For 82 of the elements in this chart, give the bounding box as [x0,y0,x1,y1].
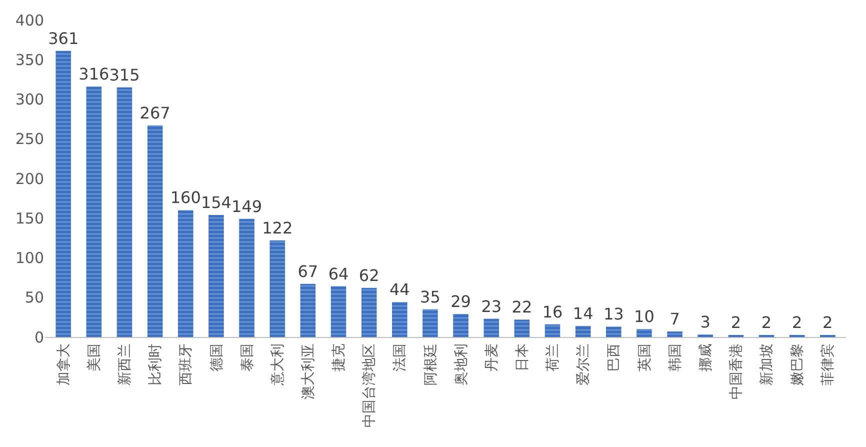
data-label: 13 [603,304,624,324]
bar [636,329,652,337]
data-label: 2 [730,313,742,332]
data-label: 3 [700,312,710,332]
bar [147,125,163,337]
data-label: 2 [792,313,802,332]
data-label: 154 [200,192,232,212]
x-tick-label: 比利时 [148,344,164,386]
x-tick-label: 泰国 [239,344,256,372]
data-label: 149 [232,196,262,216]
y-tick-label: 250 [15,130,44,148]
x-tick-label: 澳大利亚 [300,344,316,400]
y-tick-label: 100 [15,249,44,267]
bar [116,87,132,337]
data-label: 7 [670,309,680,328]
data-label: 10 [634,307,654,326]
x-tick-label: 荷兰 [545,344,562,372]
bar [575,326,591,337]
bar [484,318,499,337]
data-label: 316 [78,64,110,84]
y-tick-label: 0 [34,328,44,346]
x-tick-label: 德国 [208,344,225,372]
x-tick-label: 中国香港 [728,344,744,400]
data-label: 64 [328,264,349,284]
data-label: 23 [481,296,502,316]
data-label: 22 [512,298,532,317]
data-label: 122 [262,218,293,238]
x-tick-label: 嫩巴黎 [790,344,806,386]
data-label: 2 [761,313,772,332]
data-label: 16 [542,302,563,322]
x-tick-label: 美国 [86,344,102,372]
data-label: 62 [358,266,380,285]
x-tick-label: 英国 [636,344,653,372]
x-tick-label: 加拿大 [56,344,72,386]
x-tick-label: 韩国 [667,344,684,372]
x-tick-label: 西班牙 [178,344,194,386]
bar [239,218,254,337]
data-label: 2 [822,313,833,332]
y-tick-label: 350 [15,50,44,69]
bar [667,331,682,337]
bar [270,240,285,337]
bar [208,214,224,337]
y-tick-label: 150 [15,209,44,228]
x-tick-label: 日本 [514,344,530,372]
bar [422,309,438,337]
x-tick-label: 捷克 [331,344,348,372]
bar [300,284,316,337]
x-tick-label: 中国台湾地区 [362,344,378,428]
bar [178,210,194,337]
x-tick-label: 奥地利 [453,344,470,386]
bar [361,288,377,337]
data-label: 44 [389,280,410,300]
y-tick-label: 300 [15,90,44,108]
y-tick-label: 50 [24,288,44,307]
bar [544,324,560,337]
x-tick-label: 阿根廷 [422,344,439,386]
bar [392,302,408,337]
data-label: 35 [420,287,440,306]
data-label: 29 [450,292,471,312]
bar [606,326,622,337]
x-tick-label: 丹麦 [484,344,500,372]
bar [453,314,468,337]
bar [56,50,71,337]
data-label: 160 [170,188,201,208]
x-tick-label: 菲律宾 [820,344,836,386]
x-tick-label: 爱尔兰 [576,344,592,386]
bar [330,286,346,337]
x-tick-label: 新加坡 [759,344,776,386]
data-label: 67 [298,262,318,281]
y-tick-label: 200 [15,170,44,188]
data-label: 361 [48,28,79,48]
data-label: 14 [572,304,594,323]
x-tick-label: 巴西 [606,344,622,372]
x-tick-label: 法国 [392,344,408,372]
data-label: 267 [140,103,170,122]
x-tick-label: 意大利 [270,344,286,387]
y-tick-label: 400 [15,11,44,30]
x-tick-label: 挪威 [698,344,714,372]
data-label: 315 [109,65,140,84]
x-tick-label: 新西兰 [117,344,134,386]
bar [86,86,102,337]
bar [514,320,530,337]
